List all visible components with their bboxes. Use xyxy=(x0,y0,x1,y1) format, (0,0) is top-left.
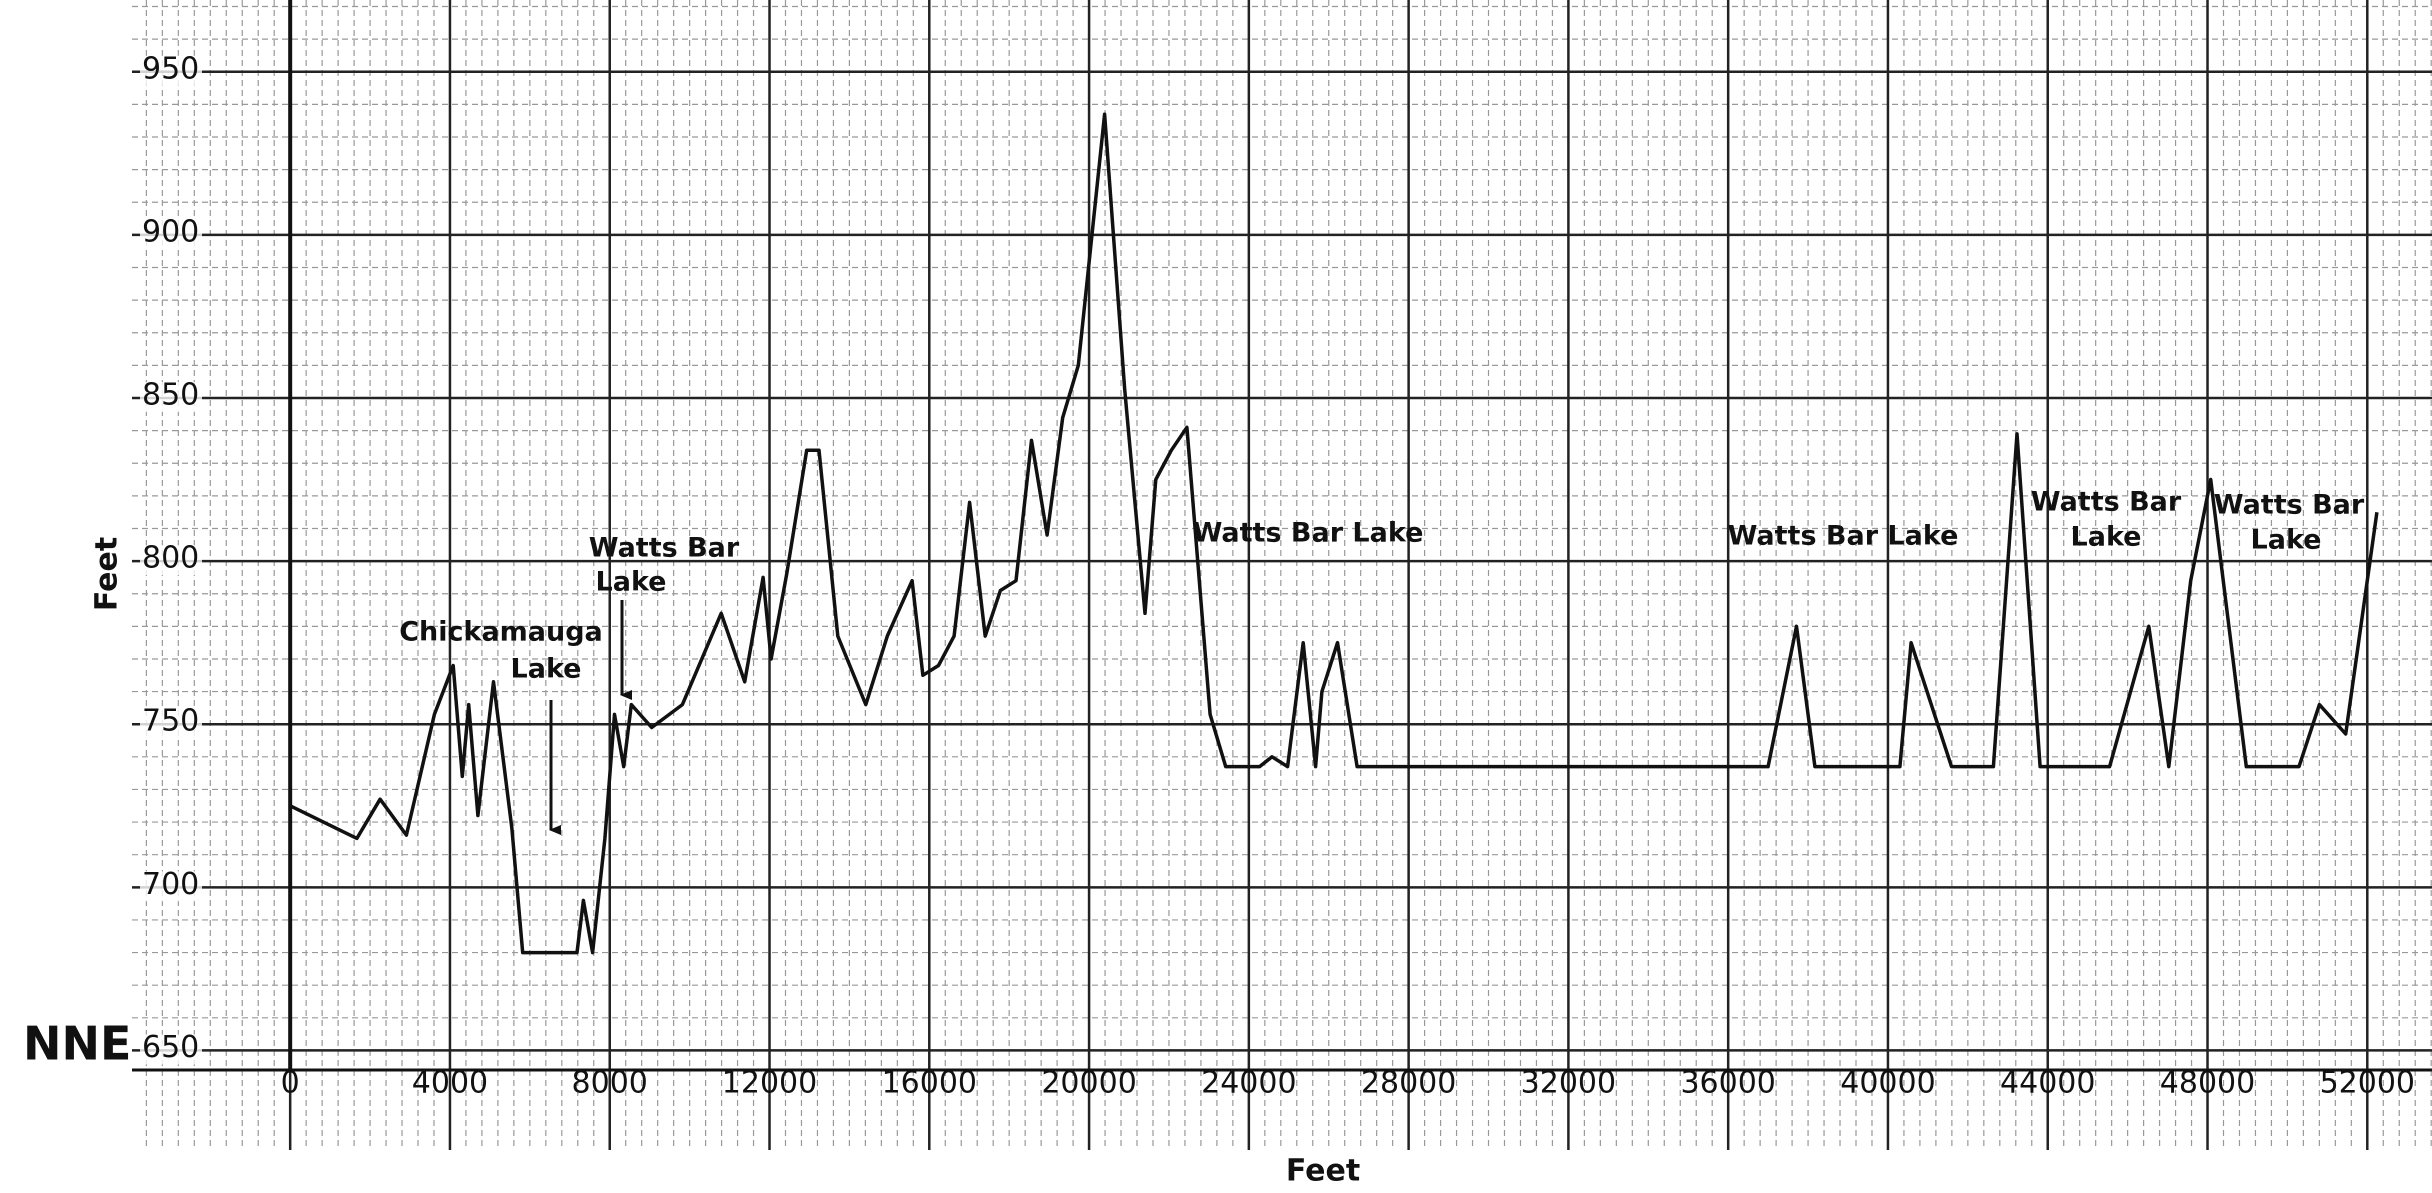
y-tick-label: 650 xyxy=(142,1030,199,1065)
tick-label-bg xyxy=(140,1034,202,1065)
annotation: Lake xyxy=(511,654,582,685)
x-tick-label: 28000 xyxy=(1361,1066,1456,1101)
x-tick-label: 24000 xyxy=(1201,1066,1296,1101)
annotation: Watts Bar xyxy=(2031,487,2182,518)
tick-label-bg xyxy=(140,545,202,576)
x-tick-label: 0 xyxy=(281,1066,300,1101)
annotation: Watts Bar xyxy=(589,533,740,564)
tick-label-bg xyxy=(140,871,202,902)
x-tick-label: 52000 xyxy=(2320,1066,2415,1101)
x-tick-label: 12000 xyxy=(722,1066,817,1101)
x-tick-label: 16000 xyxy=(882,1066,977,1101)
y-tick-label: 900 xyxy=(142,214,199,249)
tick-label-bg xyxy=(140,708,202,739)
annotation: Lake xyxy=(2071,522,2142,553)
x-tick-label: 48000 xyxy=(2160,1066,2255,1101)
y-tick-label: 950 xyxy=(142,51,199,86)
x-tick-label: 40000 xyxy=(1840,1066,1935,1101)
y-tick-label: 700 xyxy=(142,867,199,902)
x-tick-label: 4000 xyxy=(412,1066,488,1101)
x-tick-label: 36000 xyxy=(1680,1066,1775,1101)
foreground: 650 700 750 800 850 900 950 0 4000 8000 12000 16000… xyxy=(140,51,2415,1101)
x-tick-label: 8000 xyxy=(572,1066,648,1101)
annotation: Lake xyxy=(2251,525,2322,556)
profile-line xyxy=(289,112,2379,955)
y-tick-label: 850 xyxy=(142,377,199,412)
grid xyxy=(132,0,2432,1150)
tick-label-bg xyxy=(140,218,202,249)
tick-label-bg xyxy=(140,381,202,412)
annotation: Chickamauga xyxy=(399,617,603,648)
y-tick-label: 800 xyxy=(142,541,199,576)
x-tick-label: 44000 xyxy=(2000,1066,2095,1101)
tick-label-bg xyxy=(140,55,202,86)
y-axis-label: Feet xyxy=(90,537,125,611)
y-tick-label: 750 xyxy=(142,704,199,739)
annotation: Lake xyxy=(596,567,667,598)
x-axis-label: Feet xyxy=(1286,1154,1360,1189)
x-tick-label: 20000 xyxy=(1041,1066,1136,1101)
annotation: Watts Bar xyxy=(2214,490,2365,521)
x-tick-label: 32000 xyxy=(1521,1066,1616,1101)
annotation: Watts Bar Lake xyxy=(1728,521,1959,552)
direction-label: NNE xyxy=(23,1017,131,1071)
annotation: Watts Bar Lake xyxy=(1193,518,1424,549)
